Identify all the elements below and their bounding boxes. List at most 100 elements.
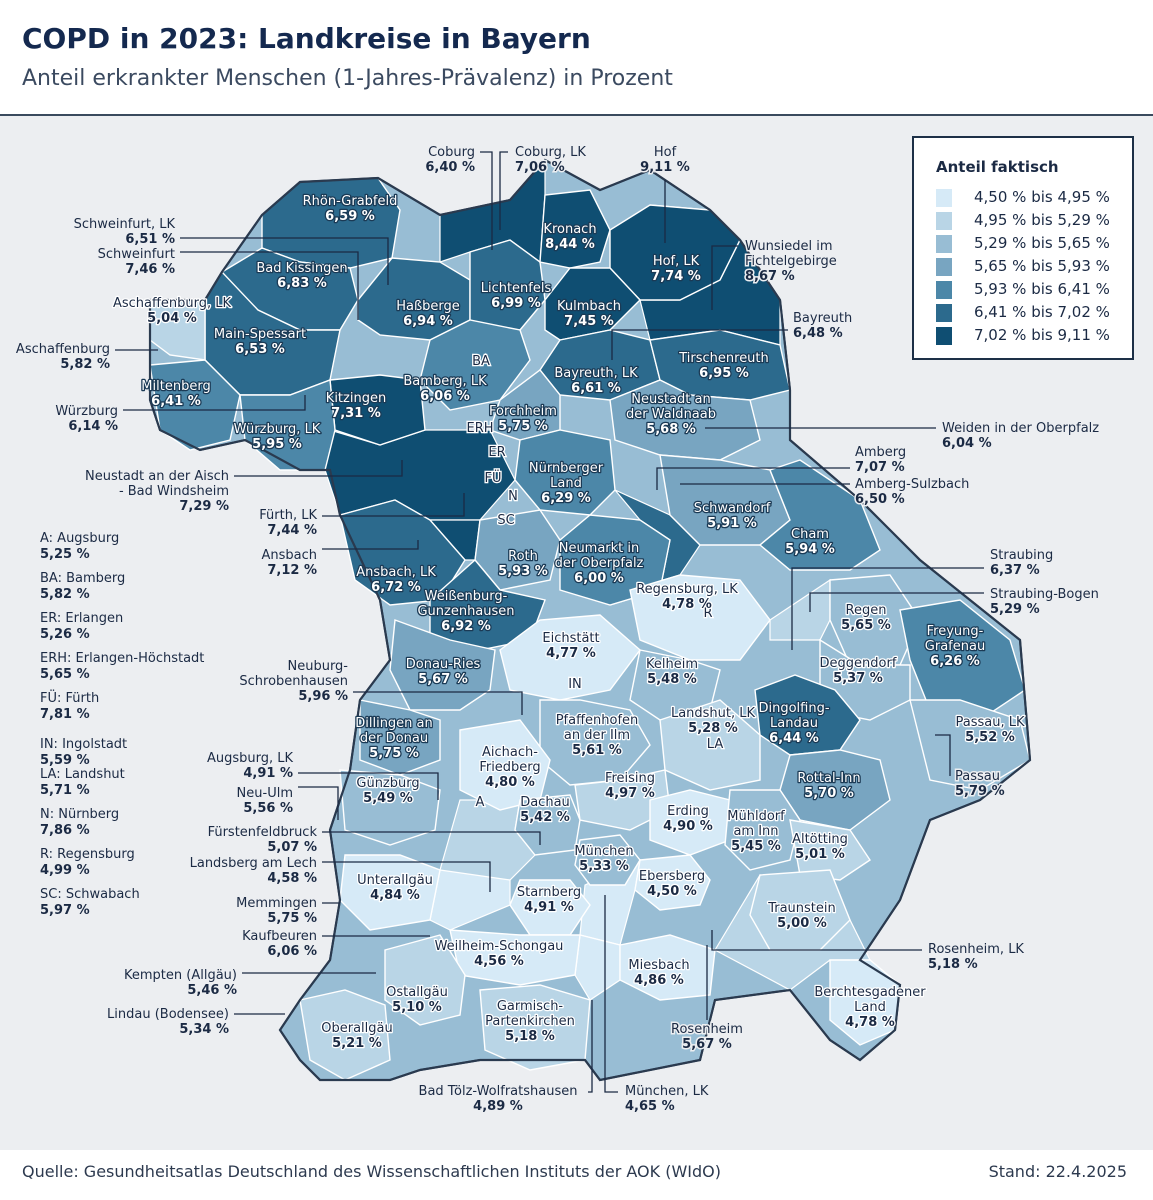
region-label-forchheim: Forchheim 5,75 % <box>489 404 557 434</box>
abbreviation-value: 7,81 % <box>40 707 90 722</box>
region-label-regensburg-lk: Regensburg, LK 4,78 % <box>636 582 738 612</box>
region-ostallgäu <box>384 934 466 1026</box>
region-neumarkt-in-der-oberpfalz <box>559 514 671 606</box>
region-label-miltenberg: Miltenberg 6,41 % <box>141 379 210 409</box>
abbreviation-value: 4,99 % <box>40 863 90 878</box>
legend-title: Anteil faktisch <box>936 158 1059 176</box>
region-kulmbach <box>544 267 641 341</box>
abbreviation-entry: ER: Erlangen 5,26 % <box>40 611 123 643</box>
region-label-pfaffenhofen-an-der-ilm: Pfaffenhofen an der Ilm 5,61 % <box>556 713 639 758</box>
abbreviation-value: 5,25 % <box>40 547 90 562</box>
legend-label: 7,02 % bis 9,11 % <box>974 326 1110 344</box>
region-label-roth: Roth 5,93 % <box>498 549 548 579</box>
abbreviation-name: BA: Bamberg <box>40 571 126 586</box>
callout-kaufbeuren: Kaufbeuren 6,06 % <box>242 929 317 959</box>
abbreviation-value: 5,65 % <box>40 667 90 682</box>
abbreviation-entry: N: Nürnberg 7,86 % <box>40 807 119 839</box>
callout-neuburg-schrobenhausen: Neuburg-Schrobenhausen 5,96 % <box>239 659 348 704</box>
region-würzburg-lk <box>239 379 336 471</box>
map-abbr-ba: BA <box>472 354 490 369</box>
leader-line-passau <box>935 734 951 776</box>
legend: Anteil faktisch 4,50 % bis 4,95 % 4,95 % … <box>912 136 1134 360</box>
map-abbr-labels: BA ERH ER FÜ N SC IN A LA R <box>465 353 724 812</box>
callout-amberg-sulzbach: Amberg-Sulzbach 6,50 % <box>855 477 969 507</box>
region-label-schwandorf: Schwandorf 5,91 % <box>694 501 771 531</box>
leader-lines <box>115 151 984 1093</box>
region-label-bamberg-lk: Bamberg, LK 6,06 % <box>403 374 487 404</box>
region-label-oberallgäu: Oberallgäu 5,21 % <box>321 1021 392 1051</box>
abbreviation-value: 5,82 % <box>40 587 90 602</box>
region-label-weilheim-schongau: Weilheim-Schongau 4,56 % <box>435 939 564 969</box>
legend-swatch <box>936 258 952 276</box>
abbreviation-entry: IN: Ingolstadt 5,59 % <box>40 737 127 769</box>
leader-line-ansbach <box>322 540 419 550</box>
region-münchen <box>574 834 641 886</box>
region-label-altötting: Altötting 5,01 % <box>792 832 848 862</box>
region-label-neumarkt-in-der-oberpfalz: Neumarkt in der Oberpfalz 6,00 % <box>555 541 644 586</box>
leader-line-coburg-lk <box>499 151 508 230</box>
abbreviation-value: 5,26 % <box>40 627 90 642</box>
region-label-hof-lk: Hof, LK 7,74 % <box>651 254 701 284</box>
region-label-cham: Cham 5,94 % <box>785 527 835 557</box>
callout-fürstenfeldbruck: Fürstenfeldbruck 5,07 % <box>208 825 318 855</box>
region-label-berchtesgadener-land: Berchtesgadener Land 4,78 % <box>814 985 926 1030</box>
page-title: COPD in 2023: Landkreise in Bayern <box>22 22 591 55</box>
callout-landsberg-am-lech: Landsberg am Lech 4,58 % <box>190 856 317 886</box>
callout-wunsiedel-im-fichtelgebirge: Wunsiedel im Fichtelgebirge 8,67 % <box>745 239 837 284</box>
date-note: Stand: 22.4.2025 <box>988 1162 1127 1181</box>
callout-straubing-bogen: Straubing-Bogen 5,29 % <box>990 587 1099 617</box>
leader-line-neustadt-an-der-aisch-bad-windsheim <box>234 460 403 477</box>
abbreviation-entry: SC: Schwabach 5,97 % <box>40 887 140 919</box>
region-label-deggendorf: Deggendorf 5,37 % <box>820 656 897 686</box>
region-label-miesbach: Miesbach 4,86 % <box>628 958 689 988</box>
region-area <box>769 578 831 641</box>
callout-neu-ulm: Neu-Ulm 5,56 % <box>237 786 293 816</box>
region-ebersberg <box>634 854 711 911</box>
abbreviation-value: 7,86 % <box>40 823 90 838</box>
callout-lindau-bodensee: Lindau (Bodensee) 5,34 % <box>107 1007 229 1037</box>
region-labels: Rhön-Grabfeld 6,59 % Bad Kissingen 6,83 % Ha… <box>112 193 1027 1053</box>
region-label-aschaffenburg-lk: Aschaffenburg, LK 5,04 % <box>113 296 232 326</box>
callout-würzburg: Würzburg 6,14 % <box>55 404 118 434</box>
page-subtitle: Anteil erkrankter Menschen (1-Jahres-Prä… <box>22 66 673 91</box>
legend-label: 6,41 % bis 7,02 % <box>974 303 1110 321</box>
leader-line-münchen-lk <box>604 895 618 1093</box>
regions-layer <box>148 158 1032 1082</box>
region-label-regen: Regen 5,65 % <box>841 603 891 633</box>
leader-line-amberg <box>656 467 850 490</box>
map-abbr-n: N <box>508 489 518 504</box>
region-dingolfing-landau <box>754 674 861 756</box>
region-label-landshut-lk: Landshut, LK 5,28 % <box>671 706 756 736</box>
callout-ansbach: Ansbach 7,12 % <box>261 548 317 578</box>
region-dachau <box>514 794 581 856</box>
legend-swatch <box>936 189 952 207</box>
leader-line-schweinfurt <box>180 251 359 320</box>
region-label-freising: Freising 4,97 % <box>605 771 655 801</box>
leader-line-wunsiedel-im-fichtelgebirge <box>711 245 738 310</box>
abbreviation-entry: BA: Bamberg 5,82 % <box>40 571 125 603</box>
callout-straubing: Straubing 6,37 % <box>990 548 1053 578</box>
abbreviation-name: LA: Landshut <box>40 767 125 782</box>
region-label-traunstein: Traunstein 5,00 % <box>767 901 836 931</box>
map-abbr-erh: ERH <box>466 421 493 436</box>
leader-line-bad-tölz-wolfratshausen <box>588 1000 593 1093</box>
legend-swatch <box>936 304 952 322</box>
abbreviation-name: SC: Schwabach <box>40 887 140 902</box>
leader-line-bayreuth <box>611 329 788 360</box>
map-abbr-r: R <box>703 606 712 621</box>
bavaria-border <box>148 158 1032 1082</box>
region-label-eichstätt: Eichstätt 4,77 % <box>542 631 599 661</box>
region-altötting <box>789 819 871 881</box>
legend-label: 5,93 % bis 6,41 % <box>974 280 1110 298</box>
region-label-starnberg: Starnberg 4,91 % <box>517 885 581 915</box>
abbreviation-name: ER: Erlangen <box>40 611 124 626</box>
map-abbr-in: IN <box>568 677 582 692</box>
map-abbr-a: A <box>476 795 485 810</box>
legend-swatch <box>936 235 952 253</box>
legend-label: 4,50 % bis 4,95 % <box>974 188 1110 206</box>
region-label-freyung-grafenau: Freyung-Grafenau 6,26 % <box>925 624 985 669</box>
abbreviation-entry: FÜ: Fürth 7,81 % <box>40 691 99 723</box>
region-label-haßberge: Haßberge 6,94 % <box>396 299 460 329</box>
leader-line-augsburg-lk <box>298 772 439 800</box>
leader-line-rosenheim-lk <box>711 930 922 951</box>
